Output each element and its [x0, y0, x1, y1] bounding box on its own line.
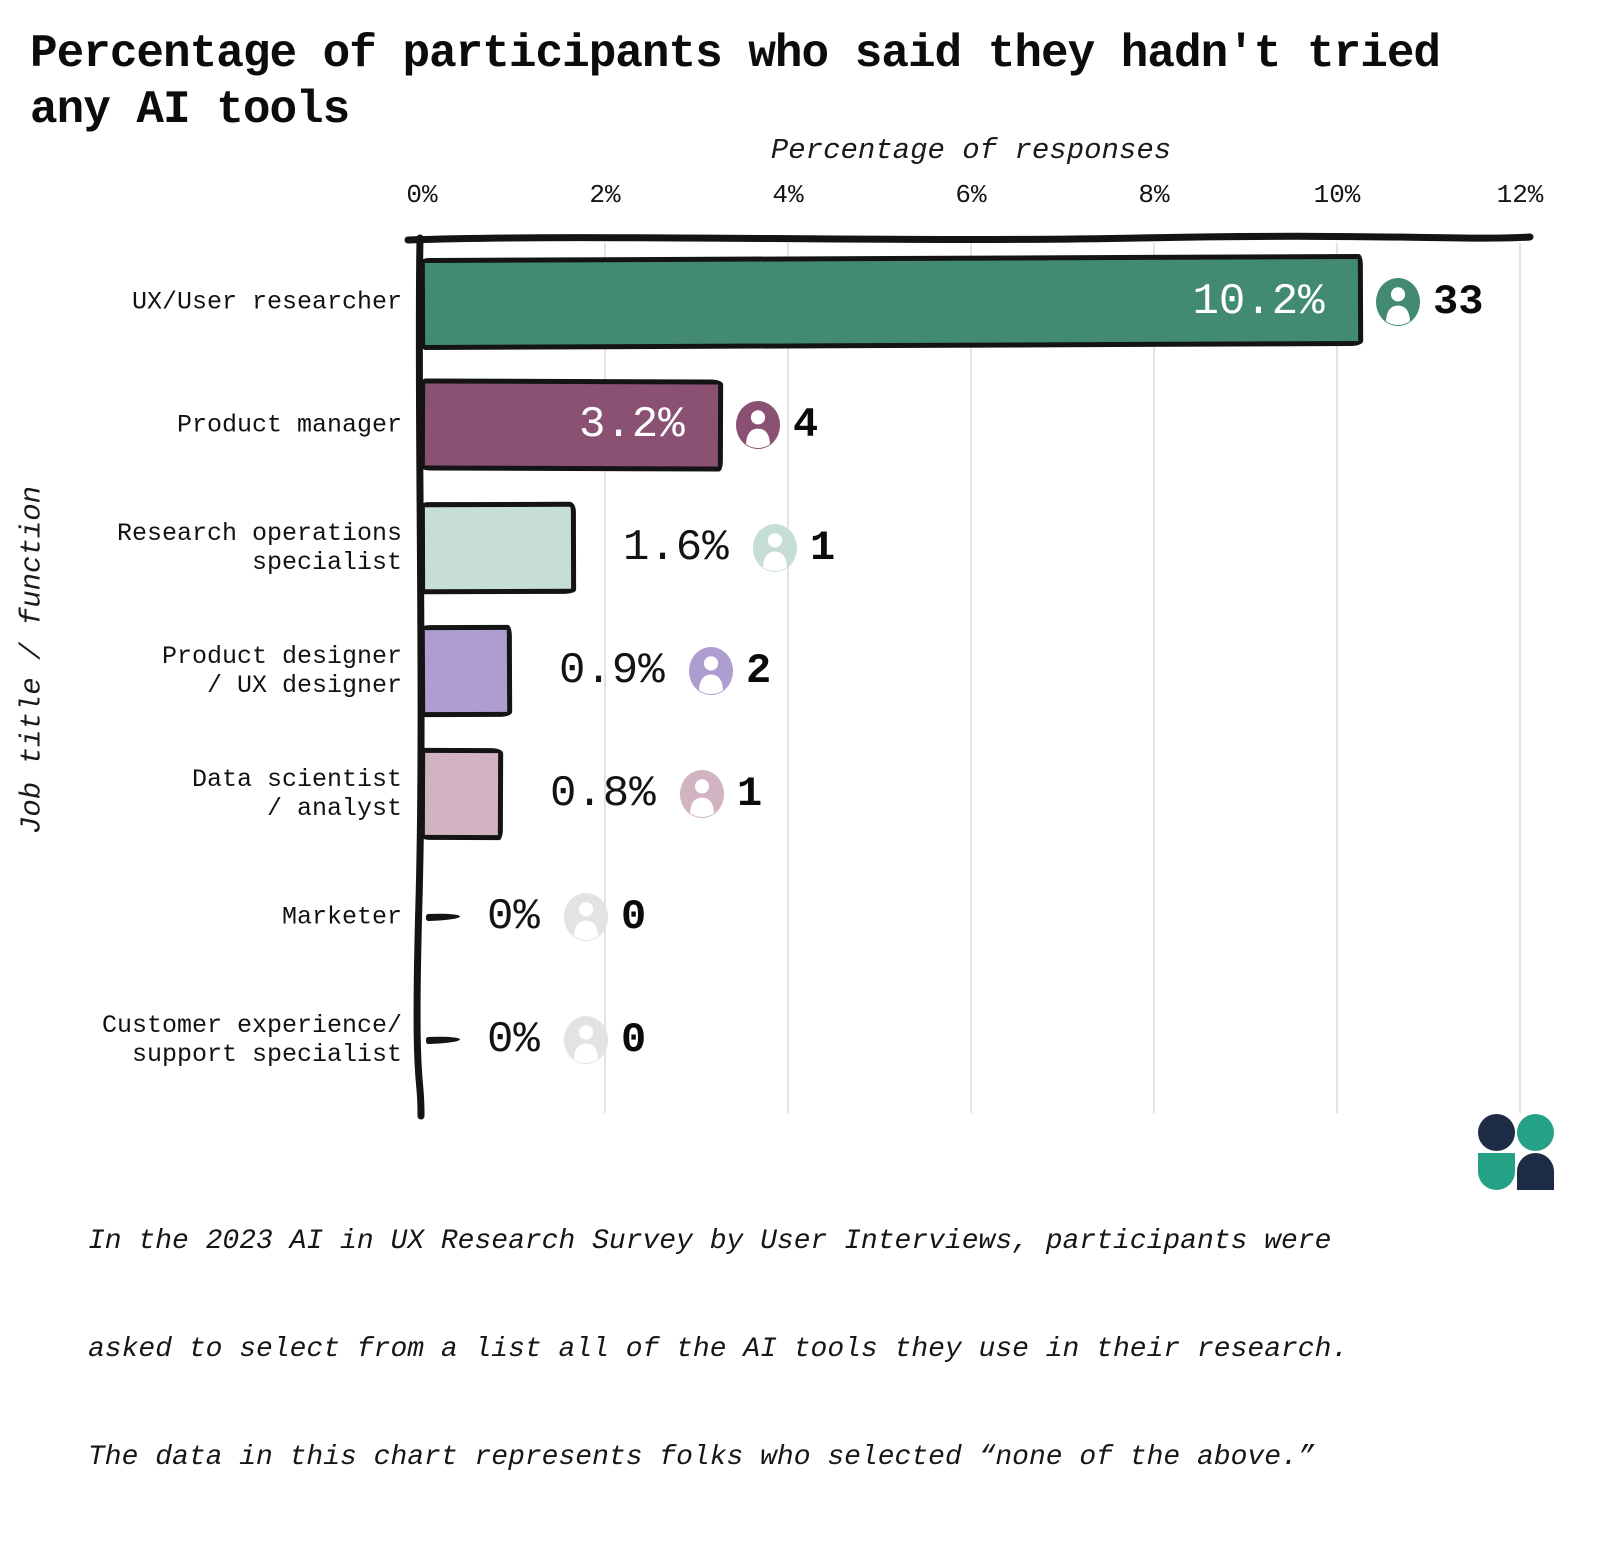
chart-row: Marketer 0% 0: [0, 856, 1600, 979]
footnote-line-1: In the 2023 AI in UX Research Survey by …: [88, 1226, 1332, 1257]
category-label: Product designer / UX designer: [161, 642, 402, 700]
x-tick-label: 6%: [955, 180, 987, 210]
category-label: Research operations specialist: [116, 519, 402, 577]
zero-tick-mark: [425, 1035, 461, 1045]
count-label: 1: [810, 524, 836, 572]
count-label: 1: [737, 770, 763, 818]
x-tick-label: 8%: [1138, 180, 1170, 210]
value-label: 0%: [487, 1015, 540, 1065]
bar: [419, 624, 513, 718]
footnote-line-2: asked to select from a list all of the A…: [88, 1334, 1349, 1365]
bar: [419, 747, 504, 841]
count-label: 0: [621, 893, 647, 941]
chart-row: UX/User researcher 10.2% 33: [0, 241, 1600, 364]
chart-title-line-2: any AI tools: [30, 84, 350, 136]
person-count-icon: [563, 893, 609, 941]
gridline: [1519, 243, 1521, 1113]
x-tick-label: 0%: [406, 180, 438, 210]
chart-title-line-1: Percentage of participants who said they…: [30, 28, 1441, 80]
bar: [419, 501, 577, 595]
value-label: 0.9%: [559, 646, 665, 696]
chart-row: Product designer / UX designer 0.9% 2: [0, 610, 1600, 733]
x-tick-label: 10%: [1313, 180, 1361, 210]
x-axis-title: Percentage of responses: [770, 134, 1172, 167]
person-count-icon: [1375, 278, 1421, 326]
person-count-icon: [688, 647, 734, 695]
person-count-icon: [735, 401, 781, 449]
gridline: [970, 243, 972, 1113]
count-label: 0: [621, 1016, 647, 1064]
x-tick-label: 12%: [1496, 180, 1544, 210]
person-count-icon: [563, 1016, 609, 1064]
plot-top-border: [404, 232, 1534, 244]
logo-green-u-shape: [1478, 1153, 1515, 1190]
logo-navy-arch-shape: [1517, 1153, 1554, 1190]
chart-title: Percentage of participants who said they…: [30, 26, 1441, 138]
category-label: Marketer: [281, 902, 402, 932]
person-count-icon: [752, 524, 798, 572]
logo-green-circle: [1517, 1114, 1554, 1151]
value-label: 0.8%: [550, 769, 656, 819]
category-label: Customer experience/ support specialist: [101, 1011, 402, 1069]
footnote-line-3: The data in this chart represents folks …: [88, 1442, 1315, 1473]
chart-row: Research operations specialist 1.6% 1: [0, 487, 1600, 610]
category-label: Data scientist / analyst: [191, 765, 402, 823]
value-label: 3.2%: [579, 400, 685, 450]
category-label: Product manager: [176, 410, 402, 440]
value-label: 0%: [487, 892, 540, 942]
chart-row: Product manager 3.2% 4: [0, 364, 1600, 487]
chart-row: Data scientist / analyst 0.8% 1: [0, 733, 1600, 856]
category-label: UX/User researcher: [131, 287, 402, 317]
person-count-icon: [679, 770, 725, 818]
count-label: 4: [793, 401, 819, 449]
chart-row: Customer experience/ support specialist …: [0, 979, 1600, 1102]
count-label: 33: [1433, 278, 1484, 326]
chart-canvas: Percentage of participants who said they…: [0, 26, 1600, 1473]
count-label: 2: [746, 647, 772, 695]
gridline: [787, 243, 789, 1113]
value-label: 1.6%: [623, 523, 729, 573]
x-tick-label: 4%: [772, 180, 804, 210]
zero-tick-mark: [425, 912, 461, 922]
x-tick-label: 2%: [589, 180, 621, 210]
gridline: [1336, 243, 1338, 1113]
logo-navy-circle: [1478, 1114, 1515, 1151]
gridline: [1153, 243, 1155, 1113]
gridline: [604, 243, 606, 1113]
user-interviews-logo: [1478, 1114, 1556, 1192]
footnote: In the 2023 AI in UX Research Survey by …: [88, 1152, 1348, 1548]
value-label: 10.2%: [1192, 277, 1325, 327]
